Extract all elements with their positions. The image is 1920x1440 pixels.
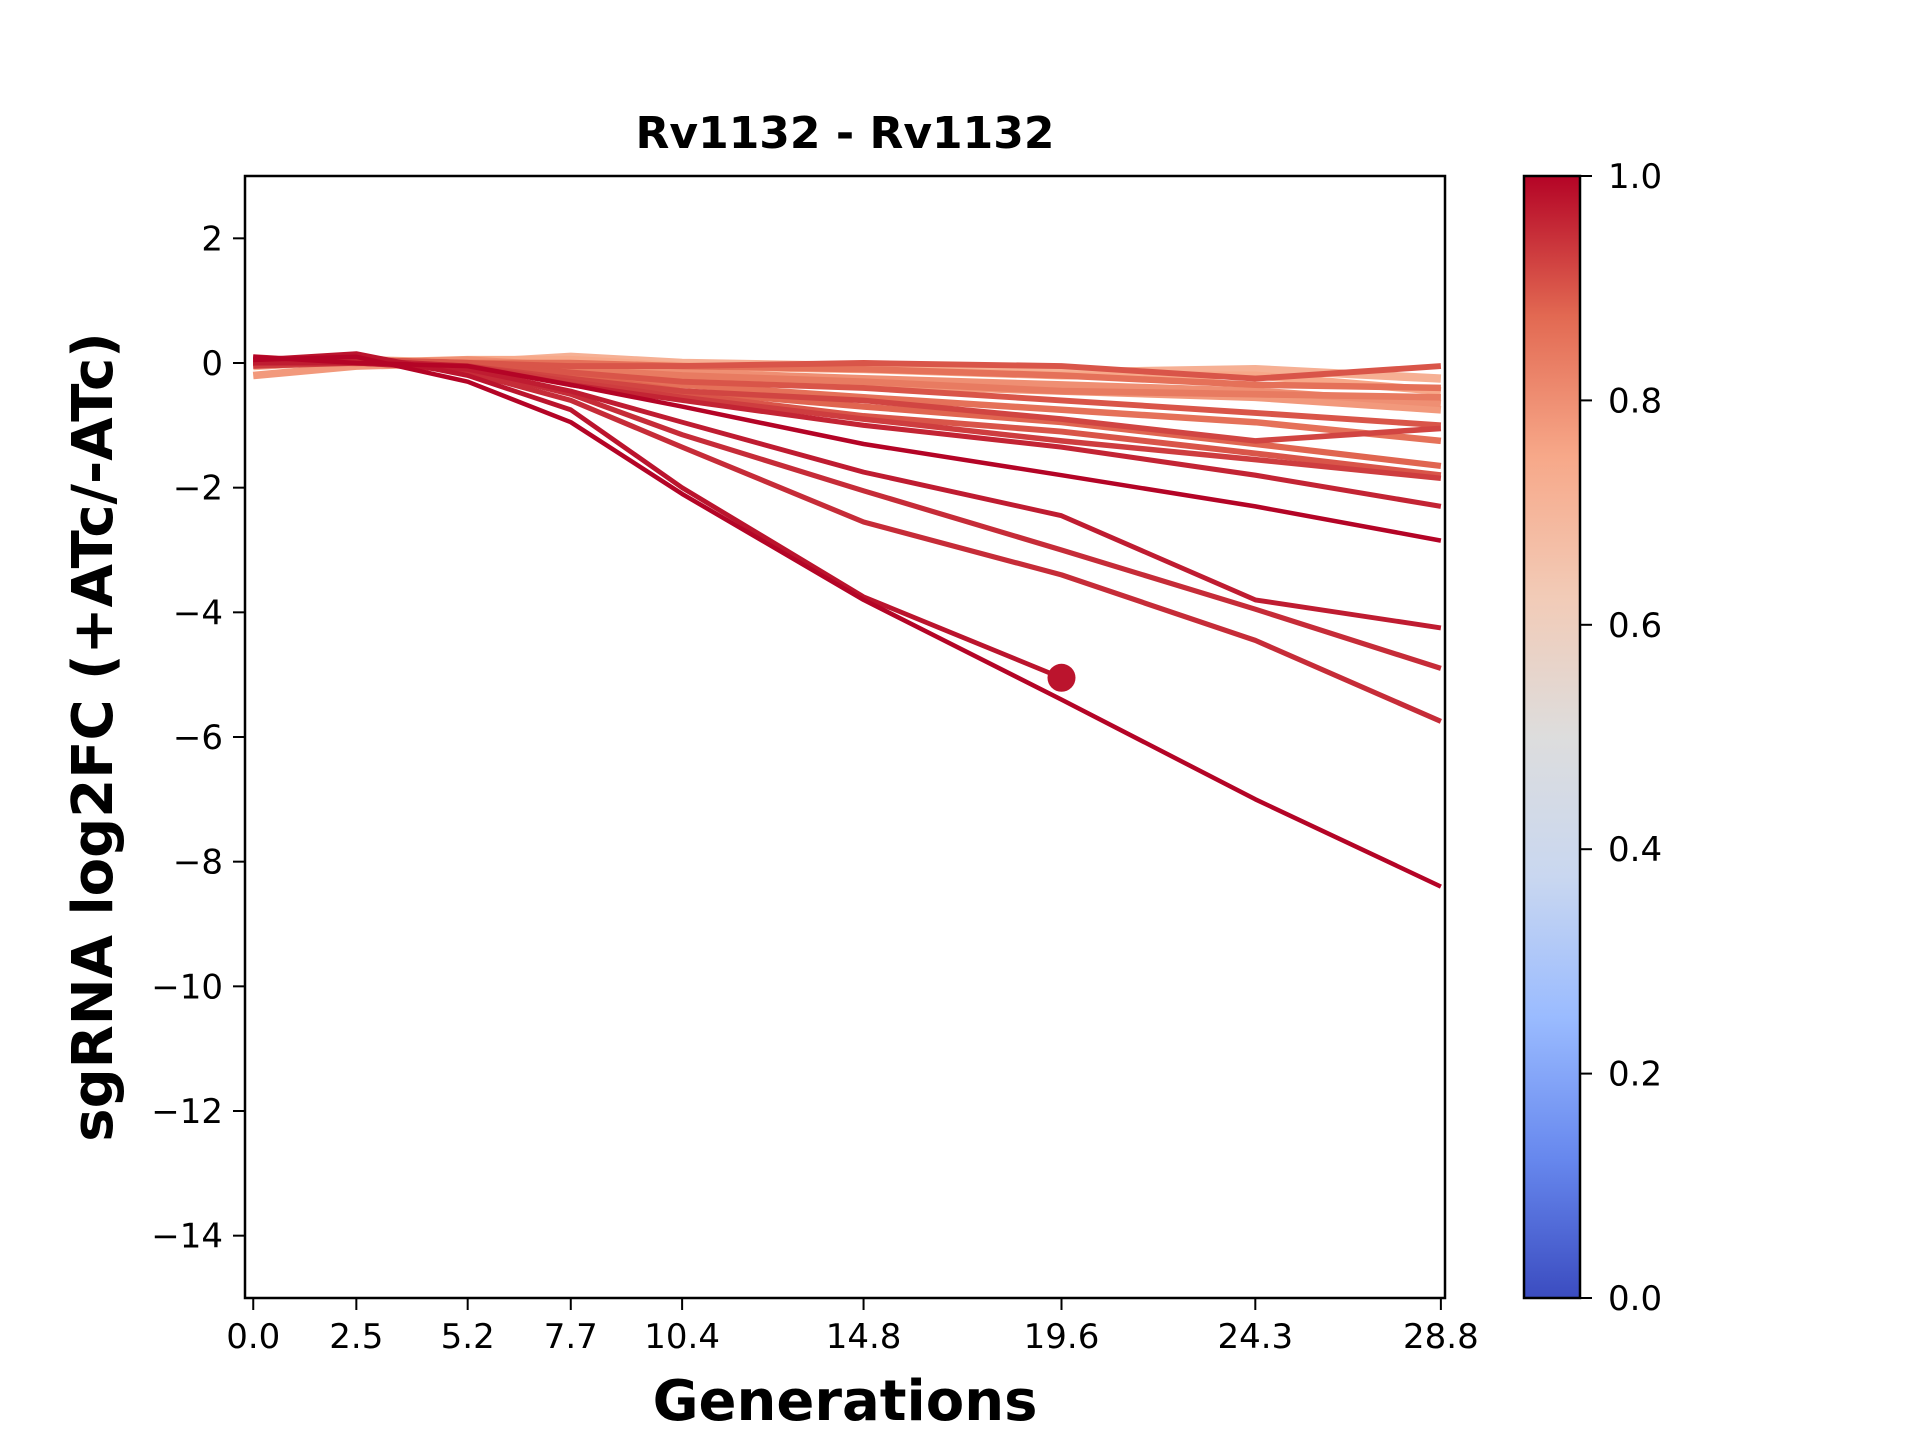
x-axis: 0.0 2.5 5.2 7.7 10.4 14.8 19.6 24.3 28.8 — [226, 1298, 1479, 1357]
y-tick-label: 2 — [201, 219, 223, 259]
colorbar-tick-label: 0.4 — [1608, 830, 1662, 870]
x-tick-label: 2.5 — [329, 1317, 383, 1357]
x-tick-label: 19.6 — [1024, 1317, 1100, 1357]
y-tick-label: −2 — [173, 469, 223, 509]
x-tick-label: 5.2 — [441, 1317, 495, 1357]
y-tick-label: −4 — [173, 593, 223, 633]
series-line — [253, 354, 1442, 543]
x-axis-label: Generations — [653, 1369, 1038, 1434]
series-line — [253, 351, 1063, 681]
series-line — [253, 354, 1442, 889]
y-tick-label: −6 — [173, 718, 223, 758]
x-tick-label: 24.3 — [1217, 1317, 1293, 1357]
y-tick-label: −8 — [173, 843, 223, 883]
y-axis: 2 0 −2 −4 −6 −8 −10 −12 −14 — [151, 219, 245, 1257]
colorbar-axis: 0.0 0.2 0.4 0.6 0.8 1.0 — [1580, 157, 1662, 1319]
colorbar-tick-label: 0.6 — [1608, 606, 1662, 646]
colorbar-tick-label: 0.2 — [1608, 1055, 1662, 1095]
chart-title: Rv1132 - Rv1132 — [636, 108, 1055, 159]
marker-point — [1047, 663, 1076, 692]
y-tick-label: 0 — [201, 344, 223, 384]
x-tick-label: 0.0 — [226, 1317, 280, 1357]
x-tick-label: 14.8 — [826, 1317, 902, 1357]
y-axis-label: sgRNA log2FC (+ATc/-ATc) — [61, 332, 126, 1142]
plot-frame — [243, 174, 1447, 1300]
x-tick-label: 7.7 — [544, 1317, 598, 1357]
colorbar — [1522, 174, 1582, 1300]
y-tick-label: −10 — [151, 967, 223, 1007]
y-tick-label: −12 — [151, 1092, 223, 1132]
series-layer — [252, 351, 1442, 889]
colorbar-tick-label: 0.8 — [1608, 381, 1662, 421]
colorbar-tick-label: 0.0 — [1608, 1279, 1662, 1319]
x-tick-label: 10.4 — [644, 1317, 720, 1357]
x-tick-label: 28.8 — [1403, 1317, 1479, 1357]
colorbar-tick-label: 1.0 — [1608, 157, 1662, 197]
y-tick-label: −14 — [151, 1217, 223, 1257]
